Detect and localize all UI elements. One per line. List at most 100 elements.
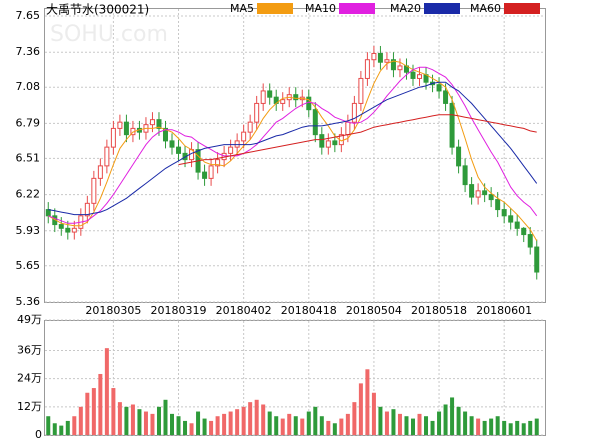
candle-body	[443, 90, 449, 104]
candle-body	[514, 221, 520, 229]
volume-bar	[241, 406, 246, 435]
legend-label: MA10	[305, 2, 336, 15]
candle-body	[162, 127, 168, 142]
ma-line	[48, 60, 538, 242]
volume-bar	[345, 413, 350, 435]
candle-body	[345, 121, 351, 136]
candle-body	[325, 140, 331, 148]
candle-body	[436, 84, 442, 92]
legend-swatch	[257, 3, 293, 14]
volume-bar	[202, 418, 207, 435]
candle-body	[84, 202, 90, 217]
x-tick-label: 20180319	[151, 304, 207, 317]
volume-bar	[495, 416, 500, 435]
candle-body	[123, 121, 129, 136]
y2-tick-label: 24万	[17, 372, 42, 385]
volume-bar	[52, 423, 57, 435]
candle-body	[384, 59, 390, 63]
candle-body	[521, 227, 527, 236]
volume-bar	[183, 420, 188, 435]
candle-body	[364, 59, 370, 79]
ma-line	[178, 114, 537, 166]
volume-bar	[176, 416, 181, 435]
volume-bar	[456, 406, 461, 435]
x-tick-label: 20180305	[85, 304, 141, 317]
candle-body	[449, 102, 455, 148]
candle-body	[312, 109, 318, 136]
volume-bar	[358, 383, 363, 435]
candle-body	[482, 190, 488, 196]
x-tick-label: 20180418	[281, 304, 337, 317]
ma-line	[48, 81, 538, 216]
candle-body	[71, 227, 77, 233]
volume-bar	[319, 416, 324, 435]
volume-bar	[78, 406, 83, 435]
candle-body	[208, 165, 214, 179]
ma-line	[48, 66, 538, 224]
volume-bar	[521, 423, 526, 435]
candle-body	[469, 184, 475, 198]
y2-tick-label: 12万	[17, 400, 42, 413]
volume-bar	[378, 406, 383, 435]
volume-bar	[150, 413, 155, 435]
volume-bar	[72, 416, 77, 435]
candle-body	[241, 131, 247, 142]
candle-body	[267, 90, 273, 98]
volume-bar	[469, 416, 474, 435]
volume-bar	[443, 404, 448, 435]
volume-bar	[397, 413, 402, 435]
candle-body	[91, 177, 97, 204]
y-tick-label: 6.51	[16, 151, 41, 164]
volume-bar	[339, 418, 344, 435]
candle-body	[110, 127, 116, 148]
volume-bar	[124, 406, 129, 435]
volume-bar	[130, 404, 135, 435]
y2-tick-label: 0	[35, 428, 42, 440]
candle-body	[149, 119, 155, 126]
candle-body	[65, 227, 71, 233]
candle-body	[247, 121, 253, 133]
volume-bar	[482, 420, 487, 435]
volume-bar	[163, 399, 168, 435]
volume-bar	[248, 402, 253, 435]
candle-body	[501, 209, 507, 217]
watermark: SOHU.com	[50, 22, 168, 47]
candle-body	[527, 234, 533, 248]
volume-bar	[300, 418, 305, 435]
volume-bar	[228, 411, 233, 435]
y-tick-label: 6.22	[16, 188, 41, 201]
volume-bar	[287, 413, 292, 435]
candle-body	[475, 190, 481, 198]
candle-body	[534, 246, 540, 273]
candle-body	[319, 134, 325, 148]
volume-bar	[365, 369, 370, 435]
volume-bar	[46, 416, 51, 435]
volume-bar	[111, 388, 116, 435]
volume-bar	[104, 348, 109, 435]
volume-bar	[85, 392, 90, 435]
y2-tick-label: 49万	[17, 313, 42, 326]
volume-bar	[528, 420, 533, 435]
candle-body	[280, 99, 286, 104]
volume-bar	[156, 406, 161, 435]
volume-bar	[404, 416, 409, 435]
candle-body	[508, 215, 514, 223]
candle-body	[202, 171, 208, 179]
y-tick-label: 7.08	[16, 80, 41, 93]
volume-bar	[489, 418, 494, 435]
y-tick-label: 6.79	[16, 116, 41, 129]
candle-body	[260, 90, 266, 104]
volume-bar	[261, 404, 266, 435]
candle-body	[58, 224, 64, 229]
x-tick-label: 20180601	[476, 304, 532, 317]
volume-bar	[117, 402, 122, 435]
volume-bar	[437, 411, 442, 435]
candle-body	[45, 209, 51, 217]
volume-bar	[274, 416, 279, 435]
volume-bar	[384, 411, 389, 435]
candle-body	[215, 159, 221, 167]
candle-body	[332, 140, 338, 146]
volume-bar	[280, 418, 285, 435]
candle-body	[254, 102, 260, 123]
